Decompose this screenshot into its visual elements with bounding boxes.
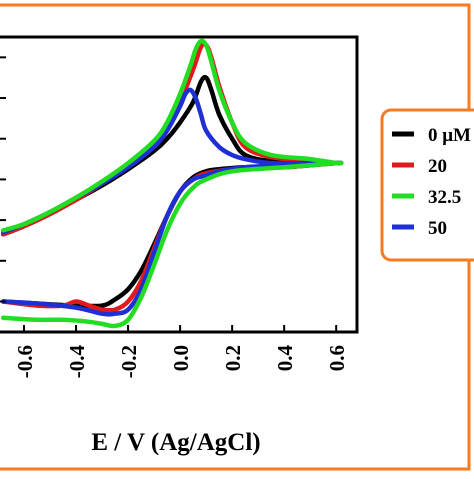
x-tick-label: -0.6 bbox=[13, 345, 37, 378]
x-tick-labels: -0.6 -0.4 -0.2 0.0 0.2 0.4 0.6 bbox=[13, 345, 349, 379]
legend-label: 32.5 bbox=[428, 187, 461, 208]
x-ticks bbox=[23, 325, 338, 332]
x-tick-label: -0.4 bbox=[65, 345, 89, 379]
series-layer bbox=[0, 38, 344, 329]
series-line-4 bbox=[0, 87, 344, 317]
plot-area-frame bbox=[0, 35, 359, 334]
legend-box bbox=[380, 108, 474, 262]
series-line-3 bbox=[0, 38, 344, 329]
x-tick-label: -0.2 bbox=[117, 345, 141, 378]
x-tick-label: 0.4 bbox=[273, 345, 297, 372]
series-line-2 bbox=[0, 41, 344, 313]
legend: 0 μM 20 32.5 50 bbox=[380, 108, 474, 262]
x-axis-label: E / V (Ag/AgCl) bbox=[91, 429, 260, 456]
legend-label: 20 bbox=[428, 156, 447, 177]
x-tick-label: 0.0 bbox=[169, 345, 193, 371]
legend-label: 50 bbox=[428, 218, 447, 239]
x-tick-label: 0.2 bbox=[221, 345, 245, 371]
y-ticks bbox=[0, 56, 6, 303]
legend-label: 0 μM bbox=[428, 125, 471, 146]
x-tick-label: 0.6 bbox=[325, 345, 349, 371]
